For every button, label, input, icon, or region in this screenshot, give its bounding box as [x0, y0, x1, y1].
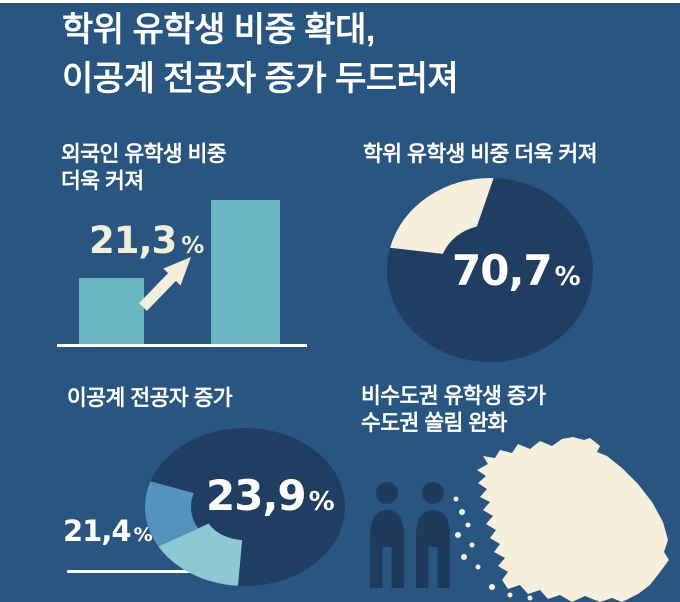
bar-chart-value: 21,3: [89, 219, 177, 262]
bar-chart-value-label: 21,3%: [89, 219, 204, 262]
person-icon: [416, 482, 450, 588]
page-title-line-2: 이공계 전공자 증가 두드러져: [62, 60, 459, 98]
pie-wedge-mid-blue: [144, 481, 199, 547]
pie-main-percent-sign: %: [308, 487, 335, 517]
map-island: [453, 496, 459, 502]
panel-foreign-share-heading: 외국인 유학생 비중 더욱 커져: [61, 141, 227, 195]
panel-stem-heading: 이공계 전공자 증가: [67, 385, 233, 412]
pie-value-main: 23,9: [206, 471, 307, 520]
pie-chart: [144, 428, 345, 586]
map-island: [507, 592, 513, 598]
korea-map: [453, 437, 669, 602]
pie-secondary-percent-sign: %: [133, 524, 153, 546]
bar-small: [79, 278, 144, 345]
panel-foreign-share-heading-line2: 더욱 커져: [61, 169, 144, 193]
donut-chart: [387, 178, 593, 362]
map-island: [527, 595, 533, 601]
panel-regional-heading-line2: 수도권 쏠림 완화: [361, 411, 507, 435]
pie-chart-baseline: [67, 570, 197, 573]
donut-cream-wedge: [390, 178, 494, 254]
donut-percent-sign: %: [554, 262, 581, 292]
bar-chart-percent-sign: %: [181, 233, 204, 259]
pie-value-secondary-label: 21,4%: [63, 514, 153, 548]
map-island: [455, 532, 461, 538]
bar-chart: [57, 200, 307, 347]
panel-degree-share-heading: 학위 유학생 비중 더욱 커져: [363, 141, 597, 168]
panel-regional-heading: 비수도권 유학생 증가 수도권 쏠림 완화: [361, 383, 546, 437]
top-border-strip: [0, 0, 680, 3]
map-island: [459, 509, 465, 515]
map-island: [489, 584, 495, 590]
korea-map-landmass: [477, 437, 669, 602]
students-icon: [370, 482, 450, 588]
map-island: [465, 522, 471, 528]
pie-value-secondary: 21,4: [63, 514, 132, 548]
map-island: [475, 564, 481, 570]
donut-value-label: 70,7%: [452, 246, 581, 295]
page-title: 학위 유학생 비중 확대, 이공계 전공자 증가 두드러져: [62, 6, 459, 104]
pie-value-main-label: 23,9%: [206, 471, 335, 520]
panel-regional-heading-line1: 비수도권 유학생 증가: [361, 384, 546, 408]
person-icon: [370, 482, 404, 588]
bar-large: [211, 200, 280, 345]
panel-foreign-share-heading-line1: 외국인 유학생 비중: [61, 142, 227, 166]
bar-chart-baseline: [57, 344, 307, 347]
map-island: [469, 542, 475, 548]
panel-degree-share-heading-line1: 학위 유학생 비중 더욱 커져: [363, 142, 597, 166]
page-title-line-1: 학위 유학생 비중 확대,: [62, 11, 375, 49]
growth-arrow-icon: [139, 257, 191, 311]
donut-value: 70,7: [452, 246, 553, 295]
map-island: [461, 554, 467, 560]
pie-wedge-light-teal: [158, 523, 243, 586]
panel-stem-heading-line1: 이공계 전공자 증가: [67, 386, 233, 410]
